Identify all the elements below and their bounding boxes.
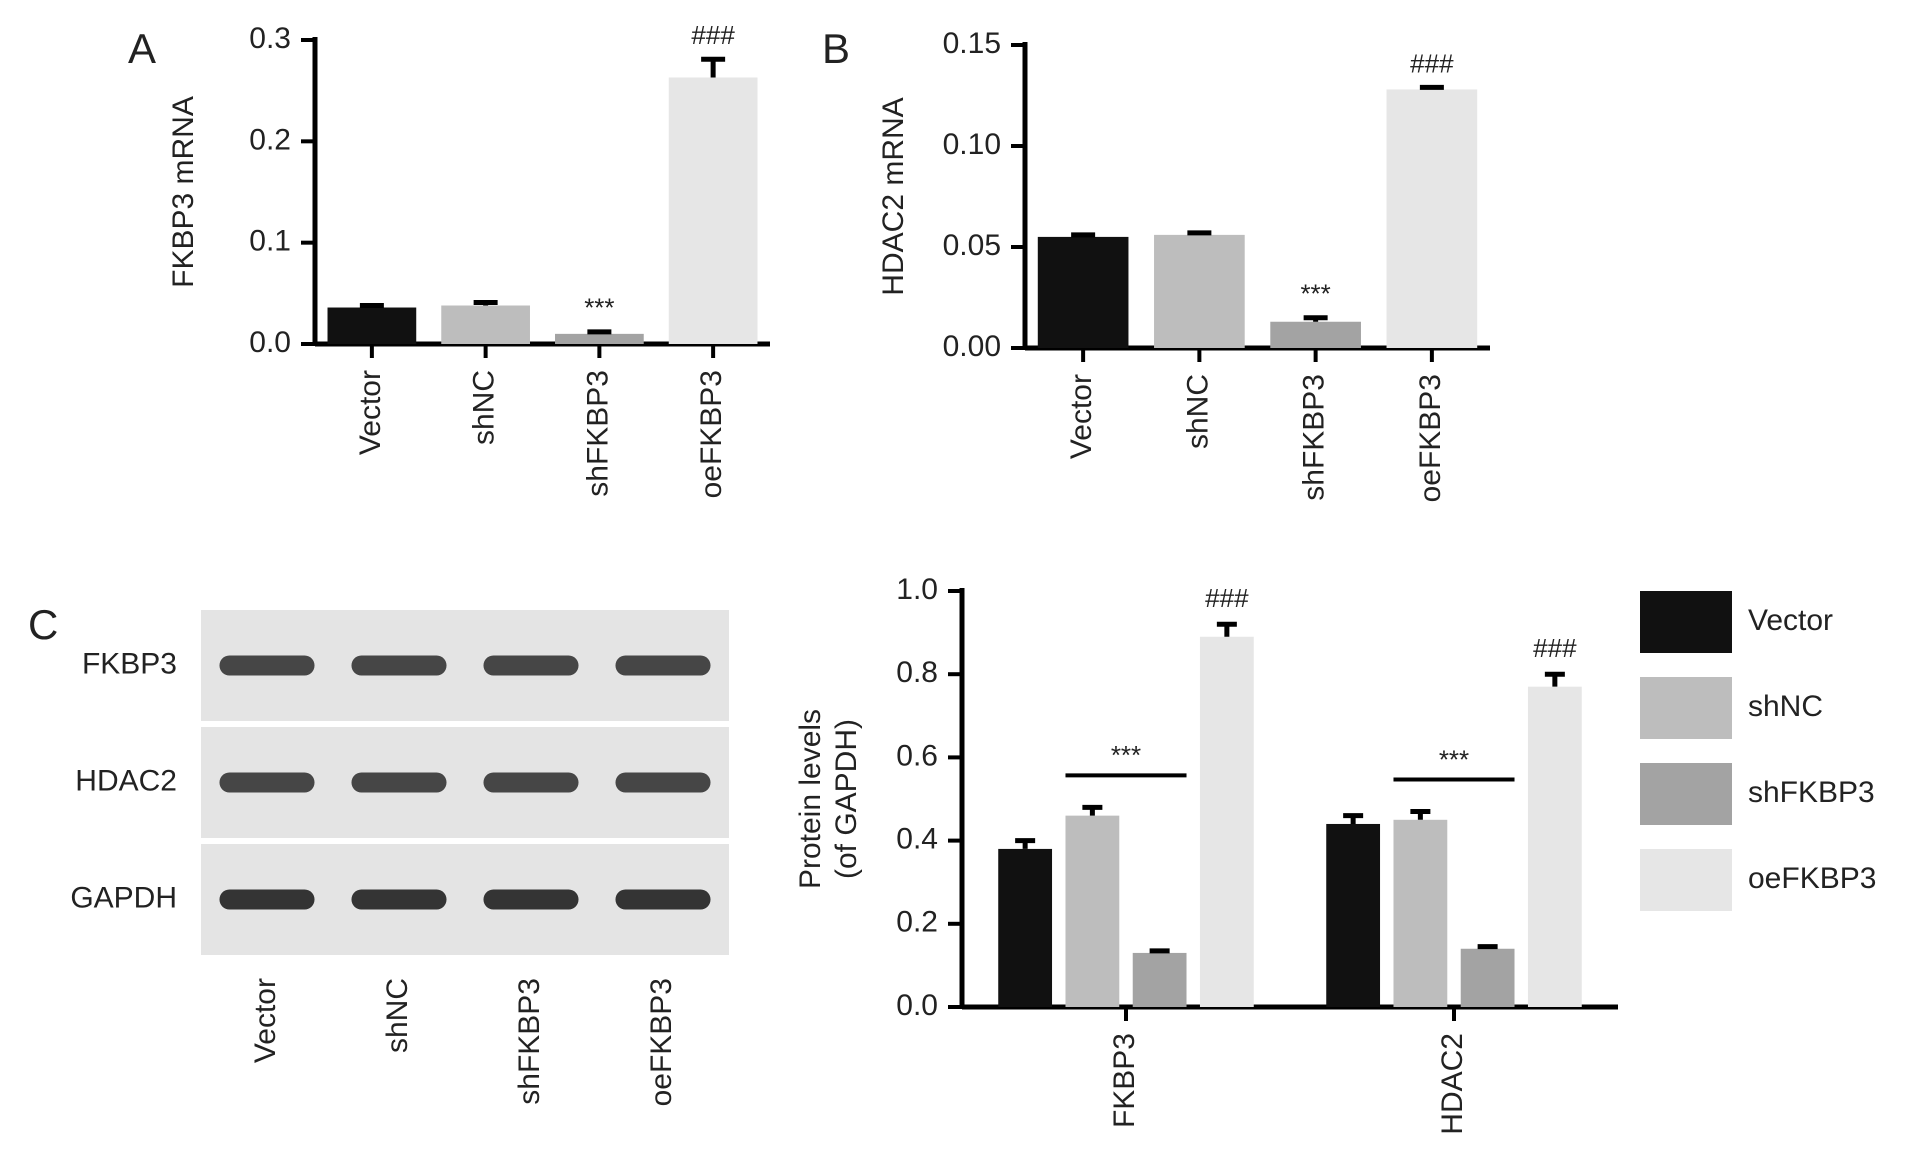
- y-tick-label: 0.0: [896, 989, 938, 1022]
- blot-band: [351, 889, 447, 910]
- error-bar: [1303, 315, 1328, 322]
- x-tick-label: HDAC2: [1436, 1033, 1469, 1135]
- x-tick-label: FKBP3: [1108, 1033, 1141, 1128]
- x-tick-label: oeFKBP3: [1414, 374, 1447, 502]
- y-tick-label: 0.6: [896, 739, 938, 772]
- error-bar: [1410, 808, 1431, 820]
- error-bar: [1419, 84, 1444, 90]
- blot-band: [219, 655, 315, 676]
- bar: [668, 77, 758, 344]
- x-tick-label: shNC: [468, 370, 501, 445]
- y-tick-label: 0.2: [896, 906, 938, 939]
- bar: [998, 848, 1053, 1007]
- significance-label: ###: [691, 20, 735, 50]
- blot-band: [483, 655, 579, 676]
- x-tick-label: shFKBP3: [581, 370, 614, 497]
- legend-swatch: [1640, 677, 1732, 739]
- error-bar: [473, 299, 498, 306]
- blot-band: [219, 772, 315, 793]
- blot-band: [351, 772, 447, 793]
- y-tick-label: 0.2: [249, 123, 291, 156]
- error-bar: [1216, 621, 1237, 637]
- bar: [1393, 819, 1448, 1007]
- bar: [1199, 636, 1254, 1007]
- blot-row-label: HDAC2: [75, 764, 177, 797]
- bar: [1037, 236, 1129, 348]
- error-bar: [701, 56, 726, 78]
- bar: [441, 305, 530, 344]
- legend-swatch: [1640, 763, 1732, 825]
- significance-label: ###: [1205, 583, 1249, 613]
- significance-label: ***: [1111, 740, 1141, 770]
- error-bar: [1477, 944, 1498, 950]
- x-tick-label: Vector: [1065, 374, 1098, 459]
- panel-label: C: [28, 601, 58, 648]
- bar: [555, 333, 644, 344]
- blot-row-label: GAPDH: [70, 881, 177, 914]
- y-axis-label: Protein levels: [794, 709, 827, 889]
- y-tick-label: 0.3: [249, 22, 291, 55]
- blot-lane-label: oeFKBP3: [645, 978, 678, 1106]
- y-tick-label: 0.1: [249, 225, 291, 258]
- bar: [1065, 815, 1120, 1007]
- y-tick-label: 0.8: [896, 656, 938, 689]
- blot-lane-label: shNC: [381, 978, 414, 1053]
- bar: [1460, 948, 1515, 1007]
- error-bar: [1149, 948, 1170, 954]
- bar: [1154, 234, 1245, 348]
- panel-label: B: [822, 25, 850, 72]
- error-bar: [1544, 671, 1565, 687]
- x-tick-label: shNC: [1181, 374, 1214, 449]
- legend-label: oeFKBP3: [1748, 862, 1876, 895]
- y-axis-label: FKBP3 mRNA: [167, 96, 200, 288]
- blot-row-label: FKBP3: [82, 647, 177, 680]
- y-axis-label: HDAC2 mRNA: [877, 97, 910, 295]
- error-bar: [1071, 232, 1096, 238]
- bar: [327, 307, 417, 344]
- y-tick-label: 1.0: [896, 573, 938, 606]
- blot-band: [219, 889, 315, 910]
- legend-label: Vector: [1748, 604, 1833, 637]
- bar: [1386, 89, 1478, 348]
- blot-band: [483, 889, 579, 910]
- y-axis-label: (of GAPDH): [830, 719, 863, 879]
- legend-swatch: [1640, 849, 1732, 911]
- error-bar: [587, 329, 612, 335]
- legend-label: shFKBP3: [1748, 776, 1875, 809]
- x-tick-label: shFKBP3: [1298, 374, 1331, 501]
- y-tick-label: 0.0: [249, 326, 291, 359]
- x-tick-label: Vector: [354, 370, 387, 455]
- blot-band: [483, 772, 579, 793]
- error-bar: [1187, 230, 1212, 236]
- bar: [1527, 686, 1582, 1007]
- legend-label: shNC: [1748, 690, 1823, 723]
- significance-label: ###: [1533, 633, 1577, 663]
- y-tick-label: 0.15: [943, 27, 1001, 60]
- y-tick-label: 0.4: [896, 823, 938, 856]
- y-tick-label: 0.10: [943, 128, 1001, 161]
- significance-label: ***: [1439, 744, 1469, 774]
- significance-label: ###: [1410, 48, 1454, 78]
- blot-band: [615, 655, 711, 676]
- error-bar: [1015, 838, 1036, 849]
- bar: [1270, 321, 1361, 348]
- error-bar: [1343, 813, 1364, 824]
- bar: [1132, 952, 1187, 1007]
- blot-band: [351, 655, 447, 676]
- blot-lane-label: Vector: [249, 978, 282, 1063]
- blot-lane-label: shFKBP3: [513, 978, 546, 1105]
- blot-band: [615, 889, 711, 910]
- blot-band: [615, 772, 711, 793]
- significance-label: ***: [1300, 279, 1330, 309]
- legend-swatch: [1640, 591, 1732, 653]
- y-tick-label: 0.00: [943, 330, 1001, 363]
- panel-label: A: [128, 25, 156, 72]
- significance-label: ***: [584, 293, 614, 323]
- error-bar: [359, 302, 384, 308]
- error-bar: [1082, 804, 1103, 816]
- bar: [1326, 823, 1381, 1007]
- x-tick-label: oeFKBP3: [695, 370, 728, 498]
- y-tick-label: 0.05: [943, 229, 1001, 262]
